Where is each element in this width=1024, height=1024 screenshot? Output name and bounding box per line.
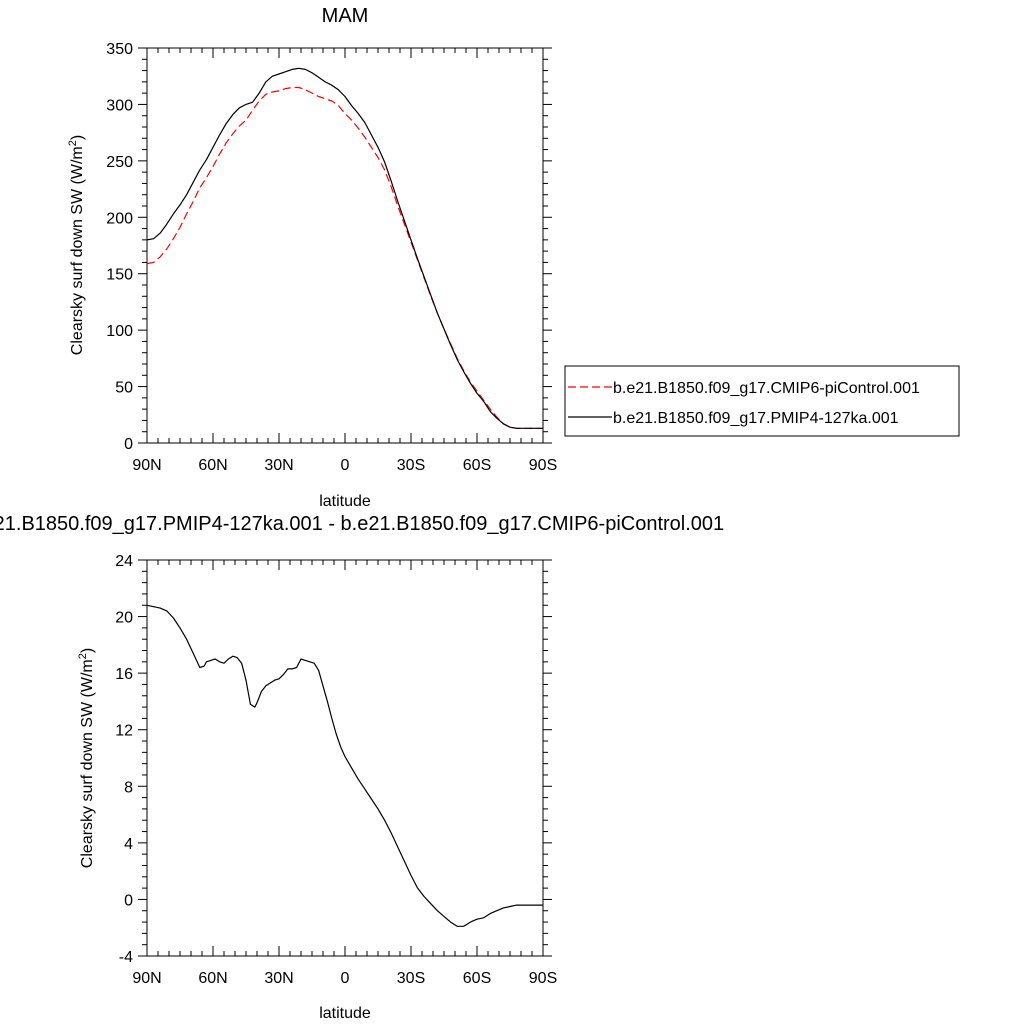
- bottom-series-line-0: [146, 604, 543, 927]
- top-series-line-1: [146, 67, 543, 429]
- top-x-tick-label: 60N: [198, 457, 227, 474]
- bottom-x-axis-label: latitude: [319, 1005, 371, 1022]
- top-series-line-0: [146, 86, 543, 429]
- top-series-group: [146, 67, 543, 429]
- legend: b.e21.B1850.f09_g17.CMIP6-piControl.001 …: [564, 365, 960, 437]
- top-x-tick-label: 90N: [132, 457, 161, 474]
- bottom-y-tick-label: 8: [124, 779, 133, 796]
- bottom-x-tick-label: 90N: [132, 970, 161, 987]
- top-x-axis-label: latitude: [319, 493, 371, 510]
- bottom-y-tick-label: -4: [119, 949, 133, 966]
- top-x-tick-label: 90S: [529, 457, 557, 474]
- legend-box: [564, 365, 960, 437]
- bottom-y-tick-label: 4: [124, 836, 133, 853]
- top-y-tick-label: 100: [106, 323, 133, 340]
- top-chart-title: MAM: [322, 5, 369, 27]
- bottom-x-tick-label: 90S: [529, 970, 557, 987]
- bottom-plot-frame: [146, 559, 544, 957]
- bottom-x-tick-label: 60N: [198, 970, 227, 987]
- bottom-x-tick-label: 30S: [397, 970, 425, 987]
- legend-label-picontrol: b.e21.B1850.f09_g17.CMIP6-piControl.001: [613, 380, 920, 397]
- bottom-y-axis-label-sup: 2: [77, 653, 89, 659]
- top-plot-frame: [146, 47, 544, 444]
- bottom-chart-title: b.e21.B1850.f09_g17.PMIP4-127ka.001 - b.…: [0, 513, 724, 535]
- top-y-axis-label-close: ): [69, 135, 86, 140]
- bottom-x-tick-label: 0: [341, 970, 350, 987]
- top-axis-ticks: 90N 60N 30N 0 30S 60S 90S 0 50 100 150 200 250 300 350: [106, 41, 557, 474]
- bottom-y-tick-label: 12: [115, 723, 133, 740]
- top-y-axis-label-sup: 2: [67, 140, 79, 146]
- top-x-tick-label: 0: [341, 457, 350, 474]
- bottom-y-tick-label: 24: [115, 553, 133, 570]
- top-y-tick-label: 350: [106, 41, 133, 58]
- top-y-tick-label: 150: [106, 267, 133, 284]
- bottom-axis-ticks: 90N 60N 30N 0 30S 60S 90S -4 0 4 8 12 16 20 24: [115, 553, 557, 987]
- bottom-y-axis-label: Clearsky surf down SW (W/m2): [77, 648, 96, 868]
- top-y-tick-label: 0: [124, 436, 133, 453]
- top-y-axis-label: Clearsky surf down SW (W/m2): [67, 135, 86, 355]
- top-y-tick-label: 200: [106, 210, 133, 227]
- bottom-panel: b.e21.B1850.f09_g17.PMIP4-127ka.001 - b.…: [0, 513, 724, 1022]
- bottom-y-tick-label: 16: [115, 666, 133, 683]
- bottom-series-group: [146, 604, 543, 927]
- top-x-tick-label: 60S: [463, 457, 491, 474]
- top-y-tick-label: 250: [106, 154, 133, 171]
- top-y-tick-label: 300: [106, 97, 133, 114]
- bottom-y-axis-label-main: Clearsky surf down SW (W/m: [79, 659, 96, 868]
- top-x-tick-label: 30S: [397, 457, 425, 474]
- top-y-axis-label-main: Clearsky surf down SW (W/m: [69, 146, 86, 355]
- bottom-y-axis-label-close: ): [79, 648, 96, 653]
- top-y-tick-label: 50: [115, 380, 133, 397]
- bottom-y-tick-label: 0: [124, 892, 133, 909]
- bottom-x-tick-label: 30N: [264, 970, 293, 987]
- legend-label-127ka: b.e21.B1850.f09_g17.PMIP4-127ka.001: [613, 410, 899, 427]
- top-x-tick-label: 30N: [264, 457, 293, 474]
- bottom-x-tick-label: 60S: [463, 970, 491, 987]
- bottom-y-tick-label: 20: [115, 610, 133, 627]
- top-panel: MAM 90N 60N 30N 0 30S 60S 90S 0 50 100 150 200 250 30…: [67, 5, 960, 510]
